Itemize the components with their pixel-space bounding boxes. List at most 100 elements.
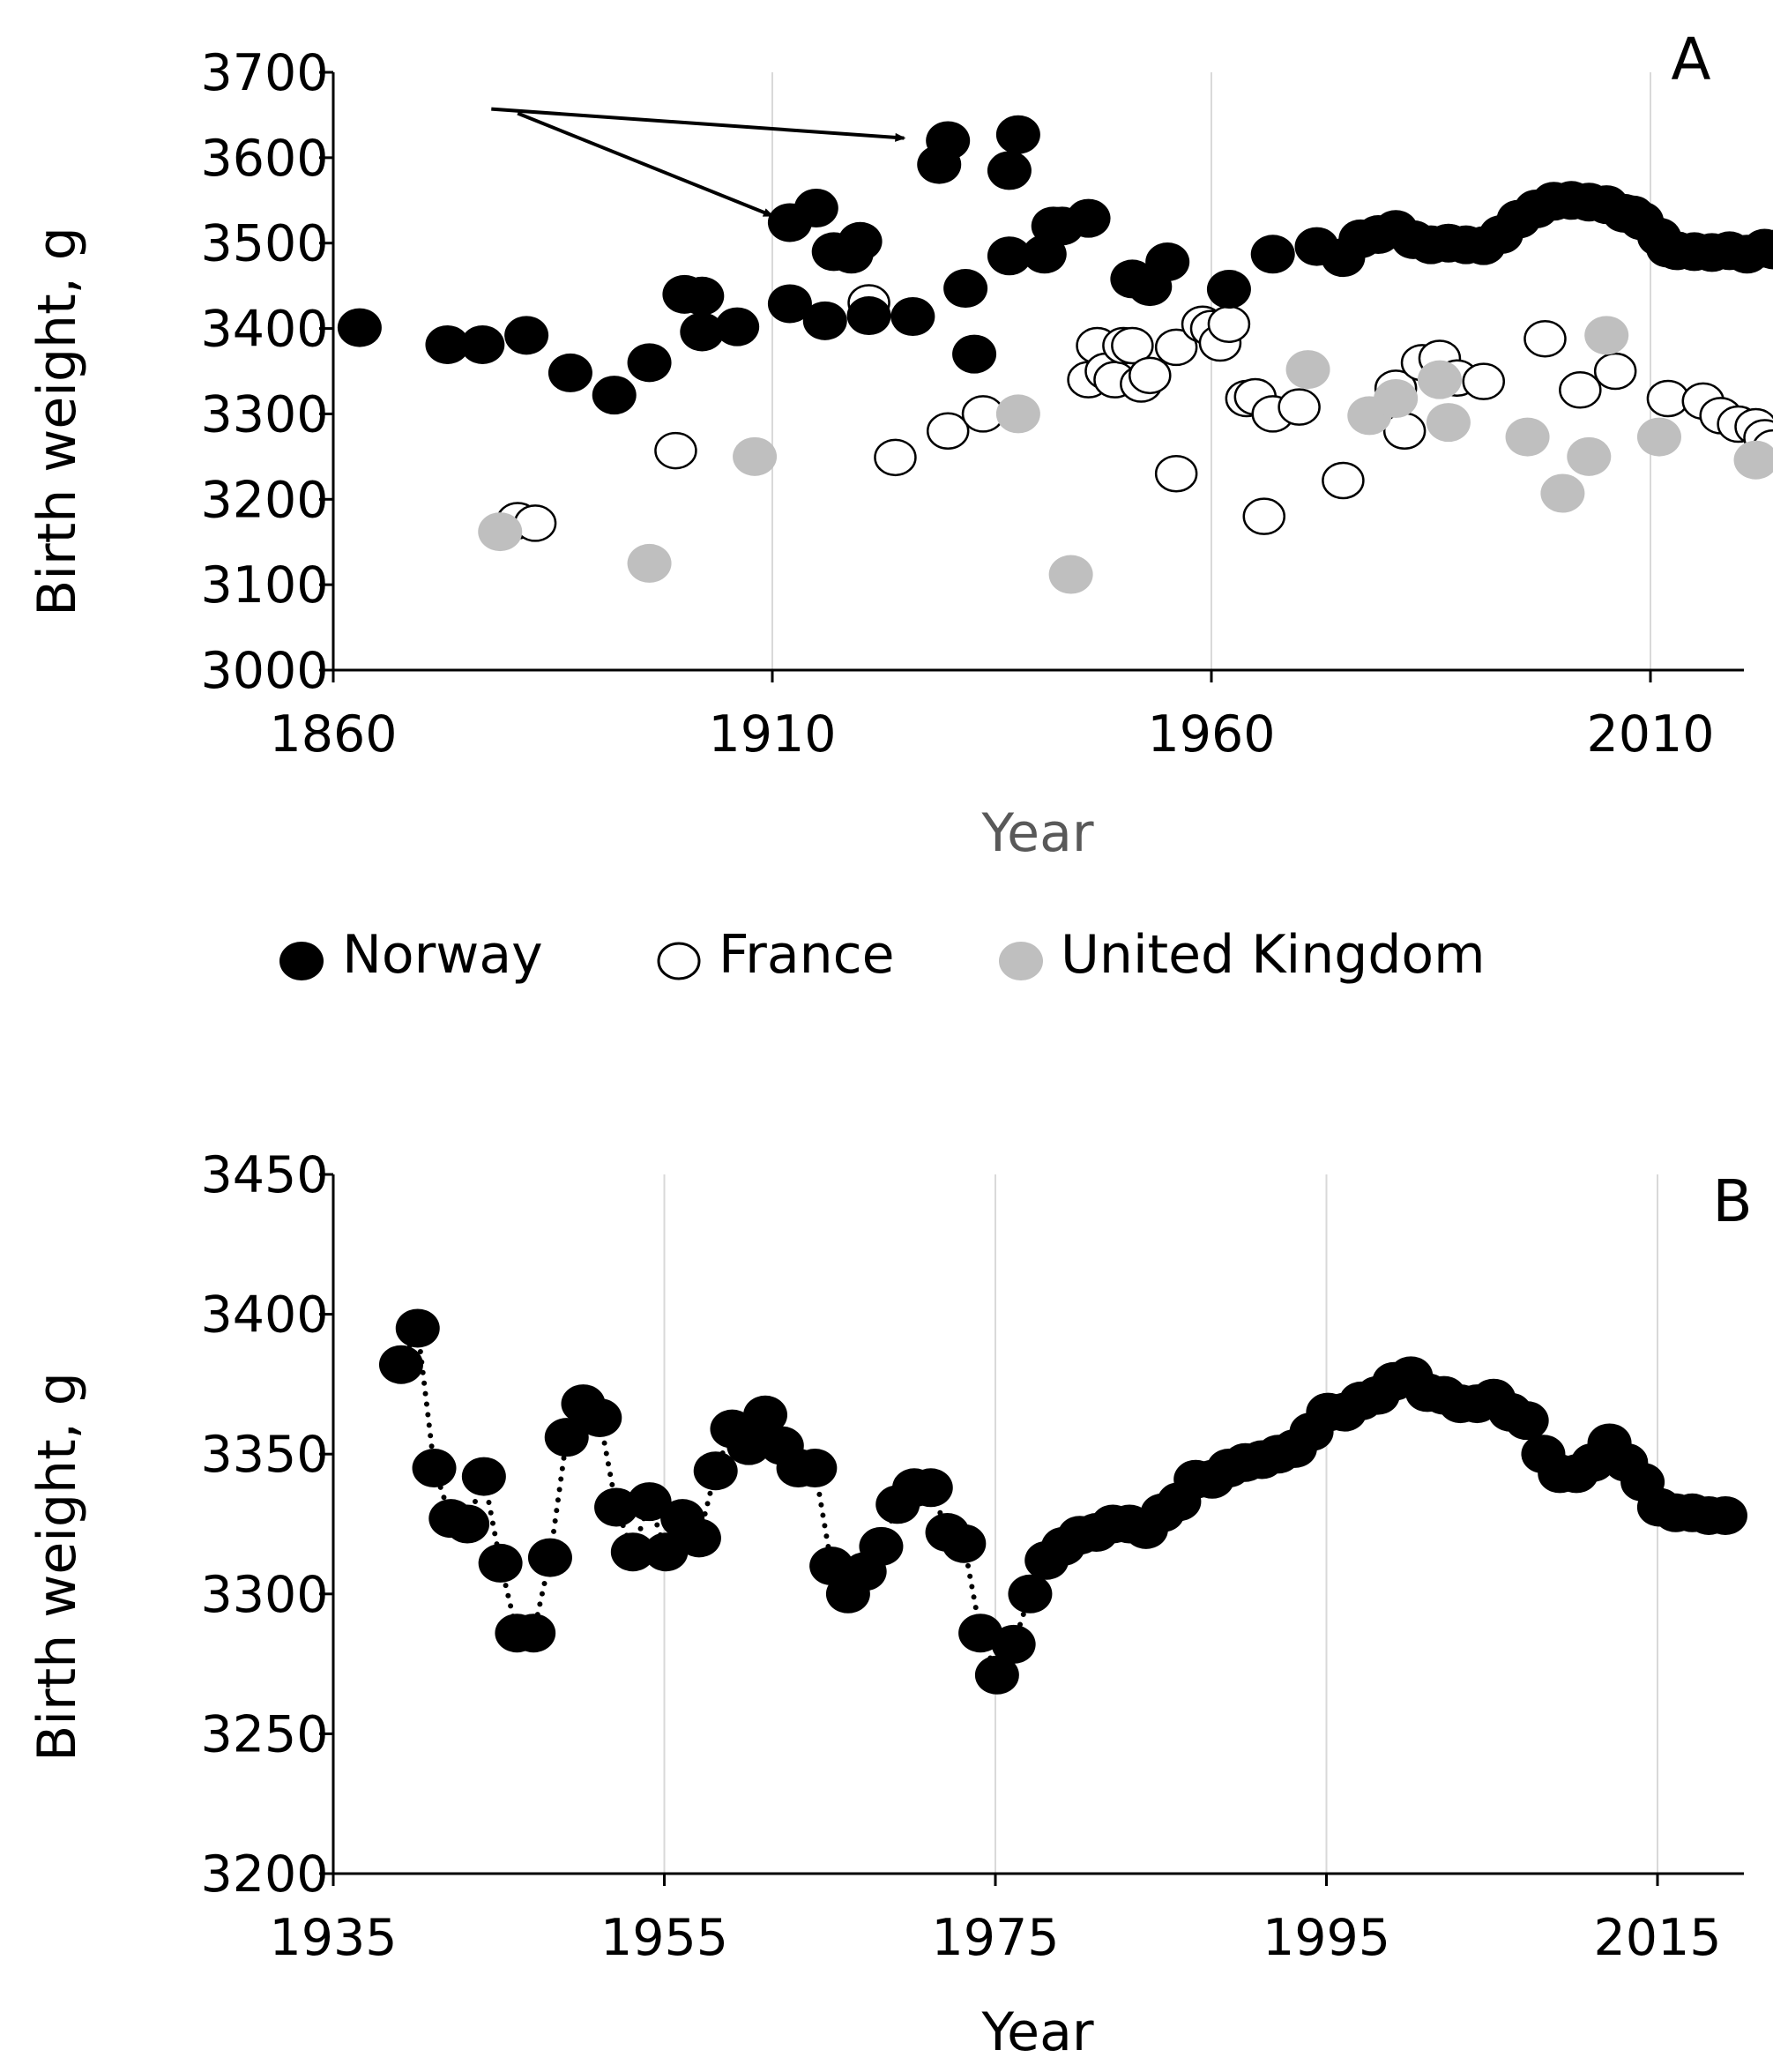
y-tick-label-3500: 3500 [200, 215, 328, 273]
x-tick-label-1995: 1995 [1263, 1909, 1390, 1967]
norway-point [1145, 242, 1190, 282]
france-point [1462, 362, 1506, 400]
panel-a-axes [319, 71, 1744, 682]
norway-point [987, 151, 1032, 190]
norway-b-point [726, 1426, 771, 1465]
y-tick-label-3600: 3600 [200, 130, 328, 188]
norway-b-point [412, 1449, 457, 1488]
norway-b-point [461, 1457, 506, 1496]
norway-b-point [395, 1308, 440, 1348]
france-point [1154, 454, 1198, 493]
norway-b-point [693, 1451, 738, 1491]
norway-point [987, 236, 1032, 276]
panel-a-x-axis-title: Year [980, 802, 1093, 864]
norway-point [952, 334, 997, 374]
norway-b-point [908, 1468, 953, 1508]
norway-point [1250, 235, 1295, 274]
norway-b-point [577, 1397, 622, 1437]
x-tick-label-1960: 1960 [1147, 705, 1275, 764]
norway-point [846, 296, 891, 336]
legend-marker-norway [279, 942, 324, 980]
panel-a-label: A [1671, 26, 1710, 93]
series-france [495, 284, 1773, 542]
united-kingdom-point [1285, 350, 1330, 390]
france-point [1242, 497, 1286, 535]
norway-b-point [610, 1532, 655, 1572]
x-tick-label-1955: 1955 [600, 1909, 728, 1967]
panel-b-x-axis-title: Year [980, 2001, 1093, 2063]
norway-b-point [1702, 1495, 1747, 1535]
norway-point [504, 316, 549, 355]
norway-b-point [859, 1526, 904, 1566]
panel-a-arrows [491, 107, 906, 218]
legend-label-france: France [719, 924, 895, 986]
legend-label-uk: United Kingdom [1061, 924, 1486, 986]
legend-marker-uk [999, 942, 1043, 980]
chart-panel-b: 3200 3250 3300 3350 3400 3450 1935 1955 1975 199… [26, 1146, 1753, 2063]
norway-point [715, 307, 760, 347]
panel-b-axes [319, 1173, 1744, 1886]
y-tick-label-3000: 3000 [200, 642, 328, 700]
series-united-kingdom [478, 316, 1773, 594]
norway-point [1760, 229, 1773, 265]
norway-b-point [478, 1543, 523, 1583]
norway-b-point [958, 1614, 1003, 1653]
norway-b-point [991, 1624, 1036, 1664]
united-kingdom-point [478, 512, 523, 552]
france-point [926, 412, 970, 451]
norway-b-point [378, 1345, 423, 1384]
united-kingdom-point [1567, 436, 1612, 476]
norway-b-point [676, 1518, 721, 1558]
united-kingdom-point [1733, 440, 1773, 480]
y-tick-label-3300: 3300 [200, 385, 328, 443]
norway-b-point [627, 1482, 672, 1522]
y-tick-label-3400: 3400 [200, 301, 328, 359]
united-kingdom-point [627, 543, 672, 583]
united-kingdom-point [1584, 316, 1629, 355]
norway-point [337, 308, 382, 347]
annotation-arrow-1 [491, 107, 906, 142]
norway-point [548, 353, 592, 392]
chart-panel-a: 3000 3100 3200 3300 3400 3500 3600 3700 1860 191… [26, 26, 1773, 864]
france-point [1523, 319, 1567, 358]
norway-point [926, 121, 971, 160]
norway-point [592, 376, 637, 415]
united-kingdom-point [1636, 417, 1681, 457]
france-point [1593, 352, 1637, 391]
legend-label-norway: Norway [342, 924, 543, 986]
france-point [1322, 461, 1365, 500]
panel-a-y-axis-title: Birth weight, g [26, 227, 88, 616]
norway-b-point [644, 1532, 689, 1572]
panel-b-x-tick-labels: 1935 1955 1975 1995 2015 [269, 1909, 1721, 1967]
norway-b-point [511, 1614, 556, 1653]
panel-b-label: B [1712, 1167, 1752, 1235]
united-kingdom-point [995, 394, 1040, 434]
united-kingdom-point [733, 436, 778, 476]
norway-point [838, 221, 883, 261]
series-norway-panel-b [378, 1308, 1747, 1695]
norway-b-point [527, 1538, 572, 1577]
norway-b-point [445, 1504, 490, 1544]
france-point [1111, 326, 1154, 365]
norway-b-point [974, 1655, 1019, 1695]
norway-point [802, 301, 847, 340]
y-tick-label-3450: 3450 [200, 1146, 328, 1204]
y-tick-label-3350: 3350 [200, 1426, 328, 1484]
norway-point [1206, 270, 1251, 309]
x-tick-label-1910: 1910 [708, 705, 836, 764]
norway-point [1066, 198, 1111, 238]
france-point [654, 431, 697, 470]
annotation-arrow-2 [517, 111, 774, 218]
y-tick-label-3400: 3400 [200, 1286, 328, 1345]
y-tick-label-3250: 3250 [200, 1705, 328, 1763]
norway-point [627, 343, 672, 383]
y-tick-label-3300: 3300 [200, 1566, 328, 1624]
norway-point [460, 324, 505, 364]
france-point [874, 438, 917, 477]
y-tick-label-3200: 3200 [200, 471, 328, 529]
norway-point [995, 115, 1040, 154]
panel-b-y-tick-labels: 3200 3250 3300 3350 3400 3450 [200, 1146, 328, 1904]
x-tick-label-1935: 1935 [269, 1909, 397, 1967]
x-tick-label-2015: 2015 [1593, 1909, 1721, 1967]
